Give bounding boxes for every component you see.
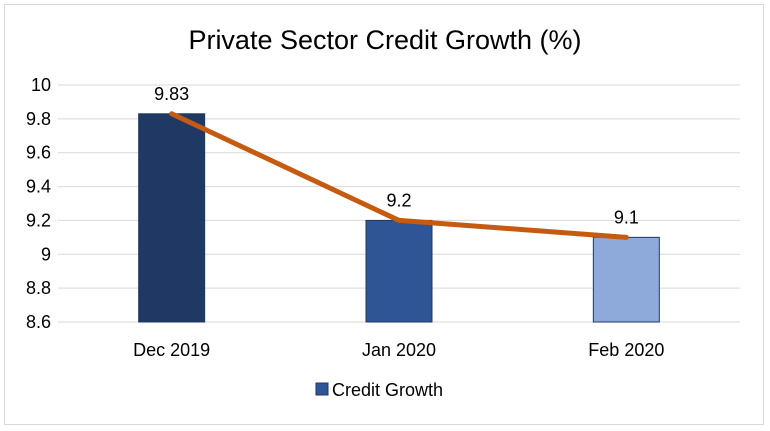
legend-swatch (315, 382, 329, 396)
y-axis-ticks: 10 9.8 9.6 9.4 9.2 9 8.8 8.6 (26, 75, 51, 332)
legend: Credit Growth (315, 380, 443, 400)
bar (592, 236, 660, 323)
y-tick-label: 9.8 (26, 109, 51, 129)
data-labels: 9.83 9.2 9.1 (154, 84, 639, 228)
data-label: 9.1 (614, 207, 639, 227)
y-tick-label: 9.4 (26, 177, 51, 197)
bar (365, 219, 433, 323)
y-tick-label: 8.6 (26, 312, 51, 332)
x-category-label: Jan 2020 (362, 340, 436, 360)
y-tick-label: 9 (41, 244, 51, 264)
x-category-label: Feb 2020 (588, 340, 664, 360)
legend-label: Credit Growth (332, 380, 443, 400)
y-tick-label: 8.8 (26, 278, 51, 298)
x-category-label: Dec 2019 (133, 340, 210, 360)
trend-line (169, 111, 629, 240)
data-label: 9.83 (154, 84, 189, 104)
chart-title: Private Sector Credit Growth (%) (188, 25, 581, 55)
bar (138, 113, 206, 323)
y-tick-label: 9.6 (26, 143, 51, 163)
trend-line-path (169, 111, 629, 240)
bars (138, 113, 660, 323)
data-label: 9.2 (386, 190, 411, 210)
x-axis-categories: Dec 2019 Jan 2020 Feb 2020 (133, 340, 664, 360)
y-tick-label: 9.2 (26, 210, 51, 230)
y-tick-label: 10 (31, 75, 51, 95)
